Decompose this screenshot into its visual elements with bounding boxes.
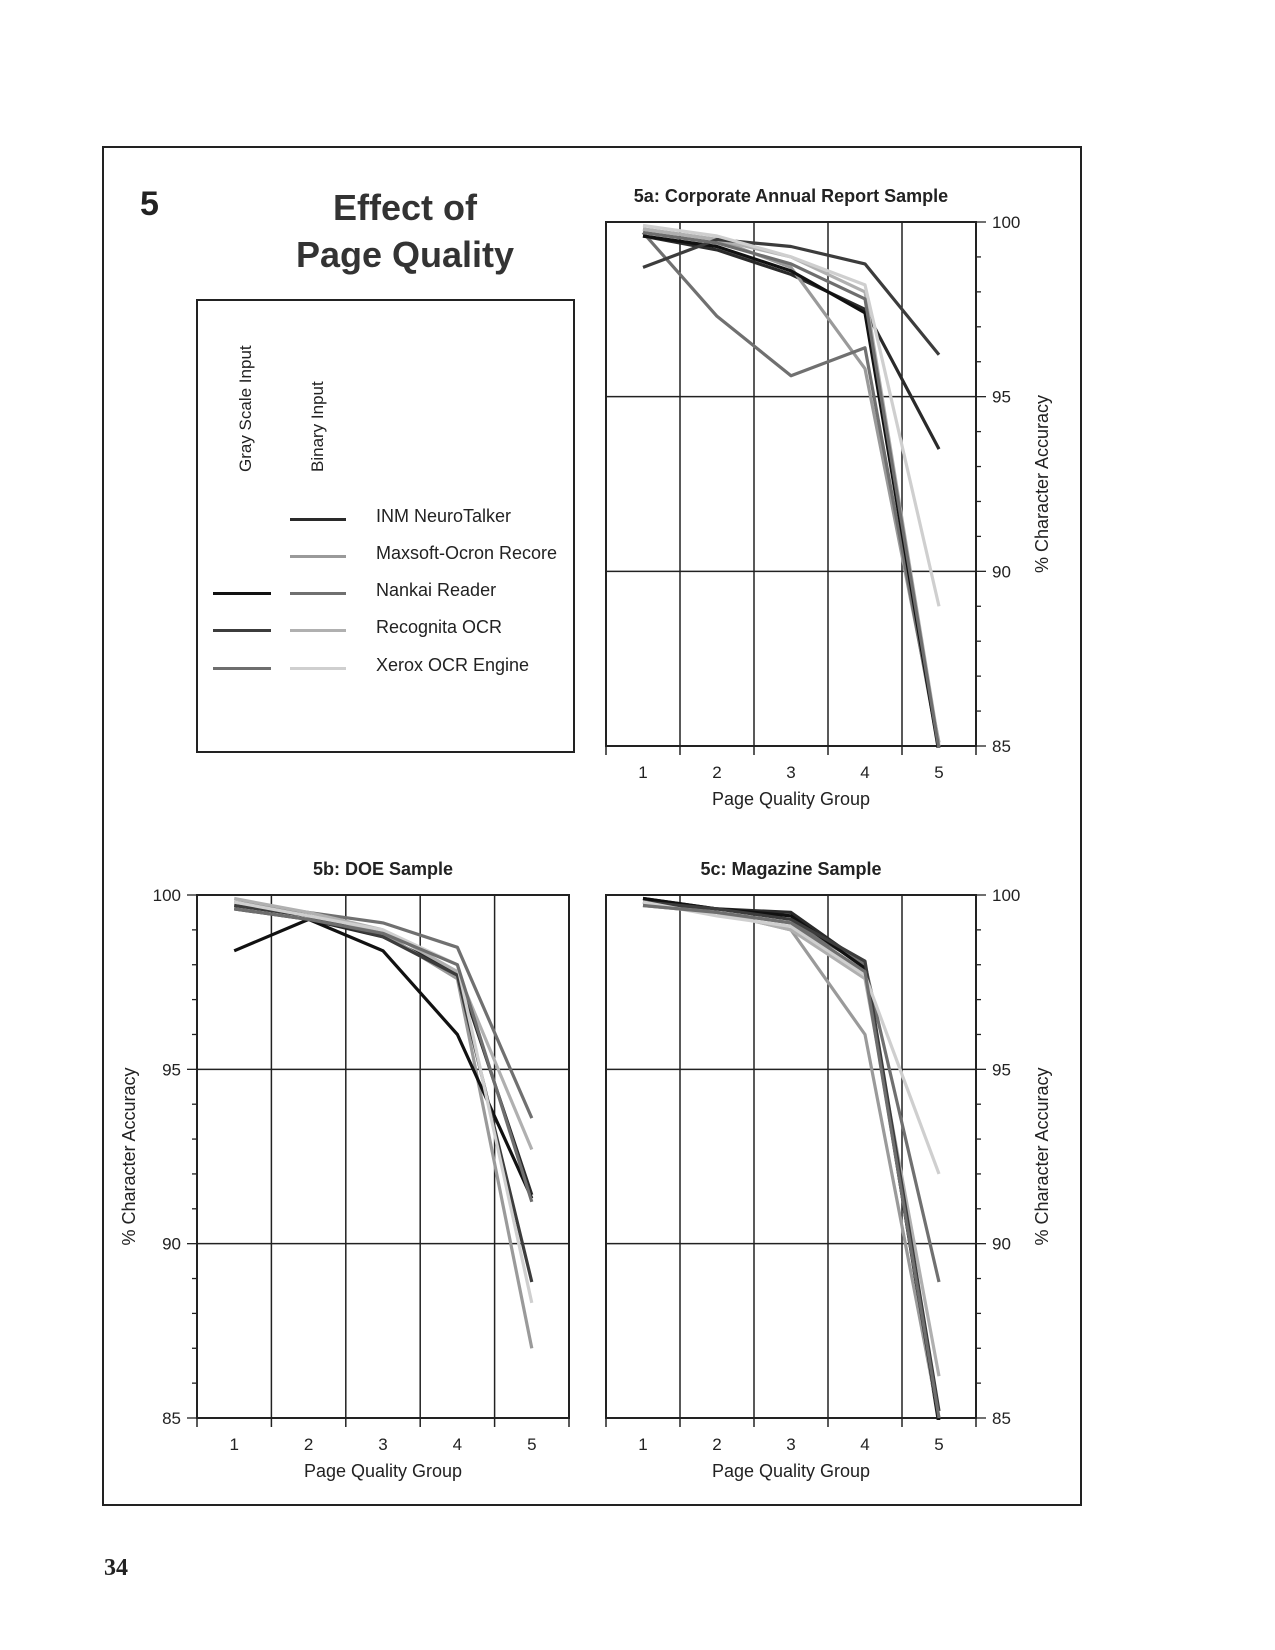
figure-frame [102,146,1082,1506]
chart-3-y-tick-label: 85 [992,1409,1011,1428]
chart-3-title: 5c: Magazine Sample [700,859,881,879]
chart-2-series-line [233,903,534,1349]
legend-swatch-binary [290,592,346,595]
legend-label: INM NeuroTalker [376,506,512,526]
chart-2-x-tick-label: 2 [304,1435,313,1454]
chart-1-series-line [642,237,941,356]
legend-swatch-binary [290,667,346,670]
chart-1-x-tick-label: 5 [934,763,943,782]
legend-swatch-binary [290,518,346,521]
legend-label: Maxsoft-Ocron Recore [376,543,558,563]
chart-1-title: 5a: Corporate Annual Report Sample [634,186,948,206]
chart-1-y-tick-label: 95 [992,388,1011,407]
chart-1-x-tick-label: 1 [638,763,647,782]
chart-2-y-axis-label: % Character Accuracy [119,1067,139,1245]
chart-3-x-axis-label: Page Quality Group [712,1461,870,1481]
figure-title: Effect of Page Quality [255,184,555,278]
chart-2-y-tick-label: 100 [153,886,181,905]
chart-2-plot-area [196,894,570,1419]
chart-3-series-line [642,903,941,1419]
chart-1-series-line [642,230,941,748]
chart-2-series-line [233,917,534,1199]
legend-label: Xerox OCR Engine [376,655,530,675]
chart-3-x-tick-label: 2 [712,1435,721,1454]
chart-1-series-line [641,231,941,748]
chart-3-plot-area [605,894,977,1419]
chart-2-x-tick-label: 3 [378,1435,387,1454]
chart-2-y-tick-label: 85 [162,1409,181,1428]
legend-swatch-binary [290,555,346,558]
chart-3-y-tick-label: 90 [992,1235,1011,1254]
legend-swatch-gray-scale [213,592,271,595]
chart-1-x-tick-label: 2 [712,763,721,782]
chart-3-series-line [642,900,941,1283]
chart-2-y-tick-label: 95 [162,1060,181,1079]
chart-2-x-tick-label: 1 [229,1435,238,1454]
chart-1-x-axis-label: Page Quality Group [712,789,870,809]
figure-title-line-2: Page Quality [295,234,515,275]
figure-number: 5 [140,185,159,223]
chart-1-series-line [642,234,941,450]
chart-3-y-tick-label: 100 [992,886,1020,905]
chart-3-x-tick-label: 4 [860,1435,869,1454]
page-number: 34 [104,1555,128,1581]
chart-3-x-tick-label: 1 [638,1435,647,1454]
chart-2-series-line [233,900,534,1304]
chart-2-x-tick-label: 5 [527,1435,536,1454]
chart-2-title: 5b: DOE Sample [313,859,453,879]
chart-2-y-tick-label: 90 [162,1235,181,1254]
legend-swatch-gray-scale [213,667,271,670]
chart-1-y-tick-label: 90 [992,562,1011,581]
chart-1-x-tick-label: 3 [786,763,795,782]
chart-1-y-tick-label: 100 [992,213,1020,232]
legend [196,299,575,753]
chart-2-x-tick-label: 4 [453,1435,462,1454]
chart-1-series-line [642,234,940,748]
chart-1-y-axis-label: % Character Accuracy [1032,395,1052,573]
figure-title-line-1: Effect of [333,187,477,228]
legend-label: Recognita OCR [376,617,503,637]
chart-2-series-line [233,907,534,1203]
legend-swatch-gray-scale [213,629,271,632]
chart-1-x-tick-label: 4 [860,763,869,782]
chart-3-series-line [642,896,940,1420]
chart-3-x-tick-label: 5 [934,1435,943,1454]
chart-1-y-tick-label: 85 [992,737,1011,756]
chart-1-plot-area [605,221,977,747]
chart-1-series-line [642,223,941,607]
legend-swatch-binary [290,629,346,632]
chart-2-x-axis-label: Page Quality Group [304,1461,462,1481]
chart-3-y-axis-label: % Character Accuracy [1032,1067,1052,1245]
legend-label: Nankai Reader [376,580,497,600]
chart-3-y-tick-label: 95 [992,1060,1011,1079]
chart-3-x-tick-label: 3 [786,1435,795,1454]
chart-3-series-line [642,903,941,1419]
